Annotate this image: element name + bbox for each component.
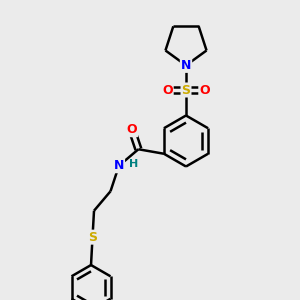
Text: O: O [199,83,210,97]
Text: N: N [181,59,191,72]
Text: H: H [128,159,138,169]
Text: O: O [162,83,173,97]
Text: N: N [114,159,124,172]
Text: S: S [88,231,97,244]
Text: S: S [182,83,190,97]
Text: O: O [127,123,137,136]
